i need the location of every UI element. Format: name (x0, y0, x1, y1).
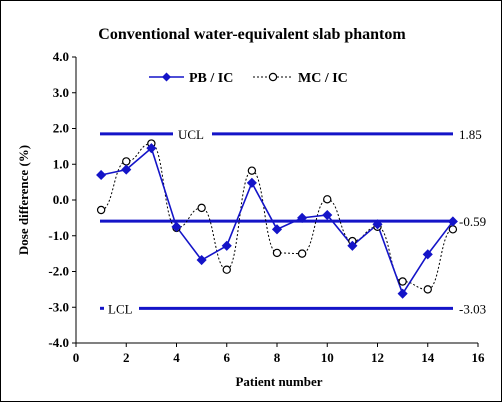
x-tick-label: 10 (321, 350, 334, 365)
x-tick-label: 8 (274, 350, 281, 365)
y-tick-label: 3.0 (53, 85, 69, 100)
data-point-mc-ic (272, 248, 282, 258)
y-tick-label: -2.0 (48, 264, 69, 279)
y-tick-label: 2.0 (53, 121, 69, 136)
data-point-mc-ic (398, 277, 407, 286)
data-point-pb-ic (121, 164, 132, 175)
legend-label-mc-ic: MC / IC (298, 71, 348, 86)
legend-label-pb-ic: PB / IC (189, 71, 233, 86)
x-tick-label: 4 (173, 350, 180, 365)
data-point-mc-ic (222, 265, 231, 274)
legend: PB / IC MC / IC (149, 71, 348, 86)
y-tick-label: 4.0 (53, 49, 69, 64)
data-point-pb-ic (347, 240, 358, 251)
x-tick-label: 16 (472, 350, 486, 365)
data-point-pb-ic (271, 224, 283, 235)
data-point-mc-ic (122, 157, 131, 166)
data-point-mc-ic (297, 249, 307, 258)
x-tick-label: 0 (73, 350, 80, 365)
data-point-mc-ic (96, 205, 106, 215)
control-line-label: UCL (178, 127, 204, 142)
data-point-pb-ic (422, 249, 433, 260)
legend-marker-pb-ic (162, 72, 171, 82)
x-tick-label: 14 (421, 350, 435, 365)
data-point-pb-ic (171, 221, 182, 232)
data-point-mc-ic (423, 285, 432, 294)
legend-marker-mc-ic (268, 72, 278, 82)
x-tick-label: 12 (371, 350, 384, 365)
control-line-value: 1.85 (459, 127, 482, 142)
axes: 4.0 3.0 2.0 1.0 0.0 -1.0 -2.0 -3.0 -4.0 0 2 4 6 8 10 12… (48, 49, 485, 365)
x-tick-label: 6 (224, 350, 231, 365)
control-lines: UCL 1.85 -0.59 LCL -3.03 (100, 127, 486, 316)
data-point-pb-ic (297, 212, 308, 223)
data-point-pb-ic (146, 143, 157, 154)
data-point-pb-ic (96, 169, 107, 181)
y-axis-label: Dose difference (%) (16, 145, 31, 255)
x-tick-label: 2 (123, 350, 130, 365)
x-axis-label: Patient number (235, 374, 322, 389)
series-layer (96, 139, 458, 299)
y-tick-label: -4.0 (48, 335, 69, 350)
data-point-pb-ic (196, 254, 207, 266)
data-point-pb-ic (221, 240, 232, 251)
data-point-mc-ic (323, 195, 332, 204)
control-line-label: LCL (108, 301, 133, 316)
chart-title: Conventional water-equivalent slab phant… (98, 26, 406, 43)
y-tick-label: 0.0 (53, 192, 69, 207)
data-point-pb-ic (246, 177, 257, 188)
y-tick-label: 1.0 (53, 156, 69, 171)
data-point-pb-ic (322, 209, 333, 221)
control-line-value: -3.03 (459, 301, 486, 316)
data-point-pb-ic (372, 219, 383, 230)
series-line-mc-ic (100, 143, 454, 290)
control-line-value: -0.59 (459, 214, 486, 229)
data-point-pb-ic (397, 288, 408, 299)
data-point-mc-ic (247, 166, 257, 175)
y-tick-label: -1.0 (48, 228, 69, 243)
y-tick-label: -3.0 (48, 299, 69, 314)
data-point-mc-ic (197, 203, 206, 213)
data-point-pb-ic (447, 216, 458, 227)
data-point-mc-ic (448, 225, 458, 234)
